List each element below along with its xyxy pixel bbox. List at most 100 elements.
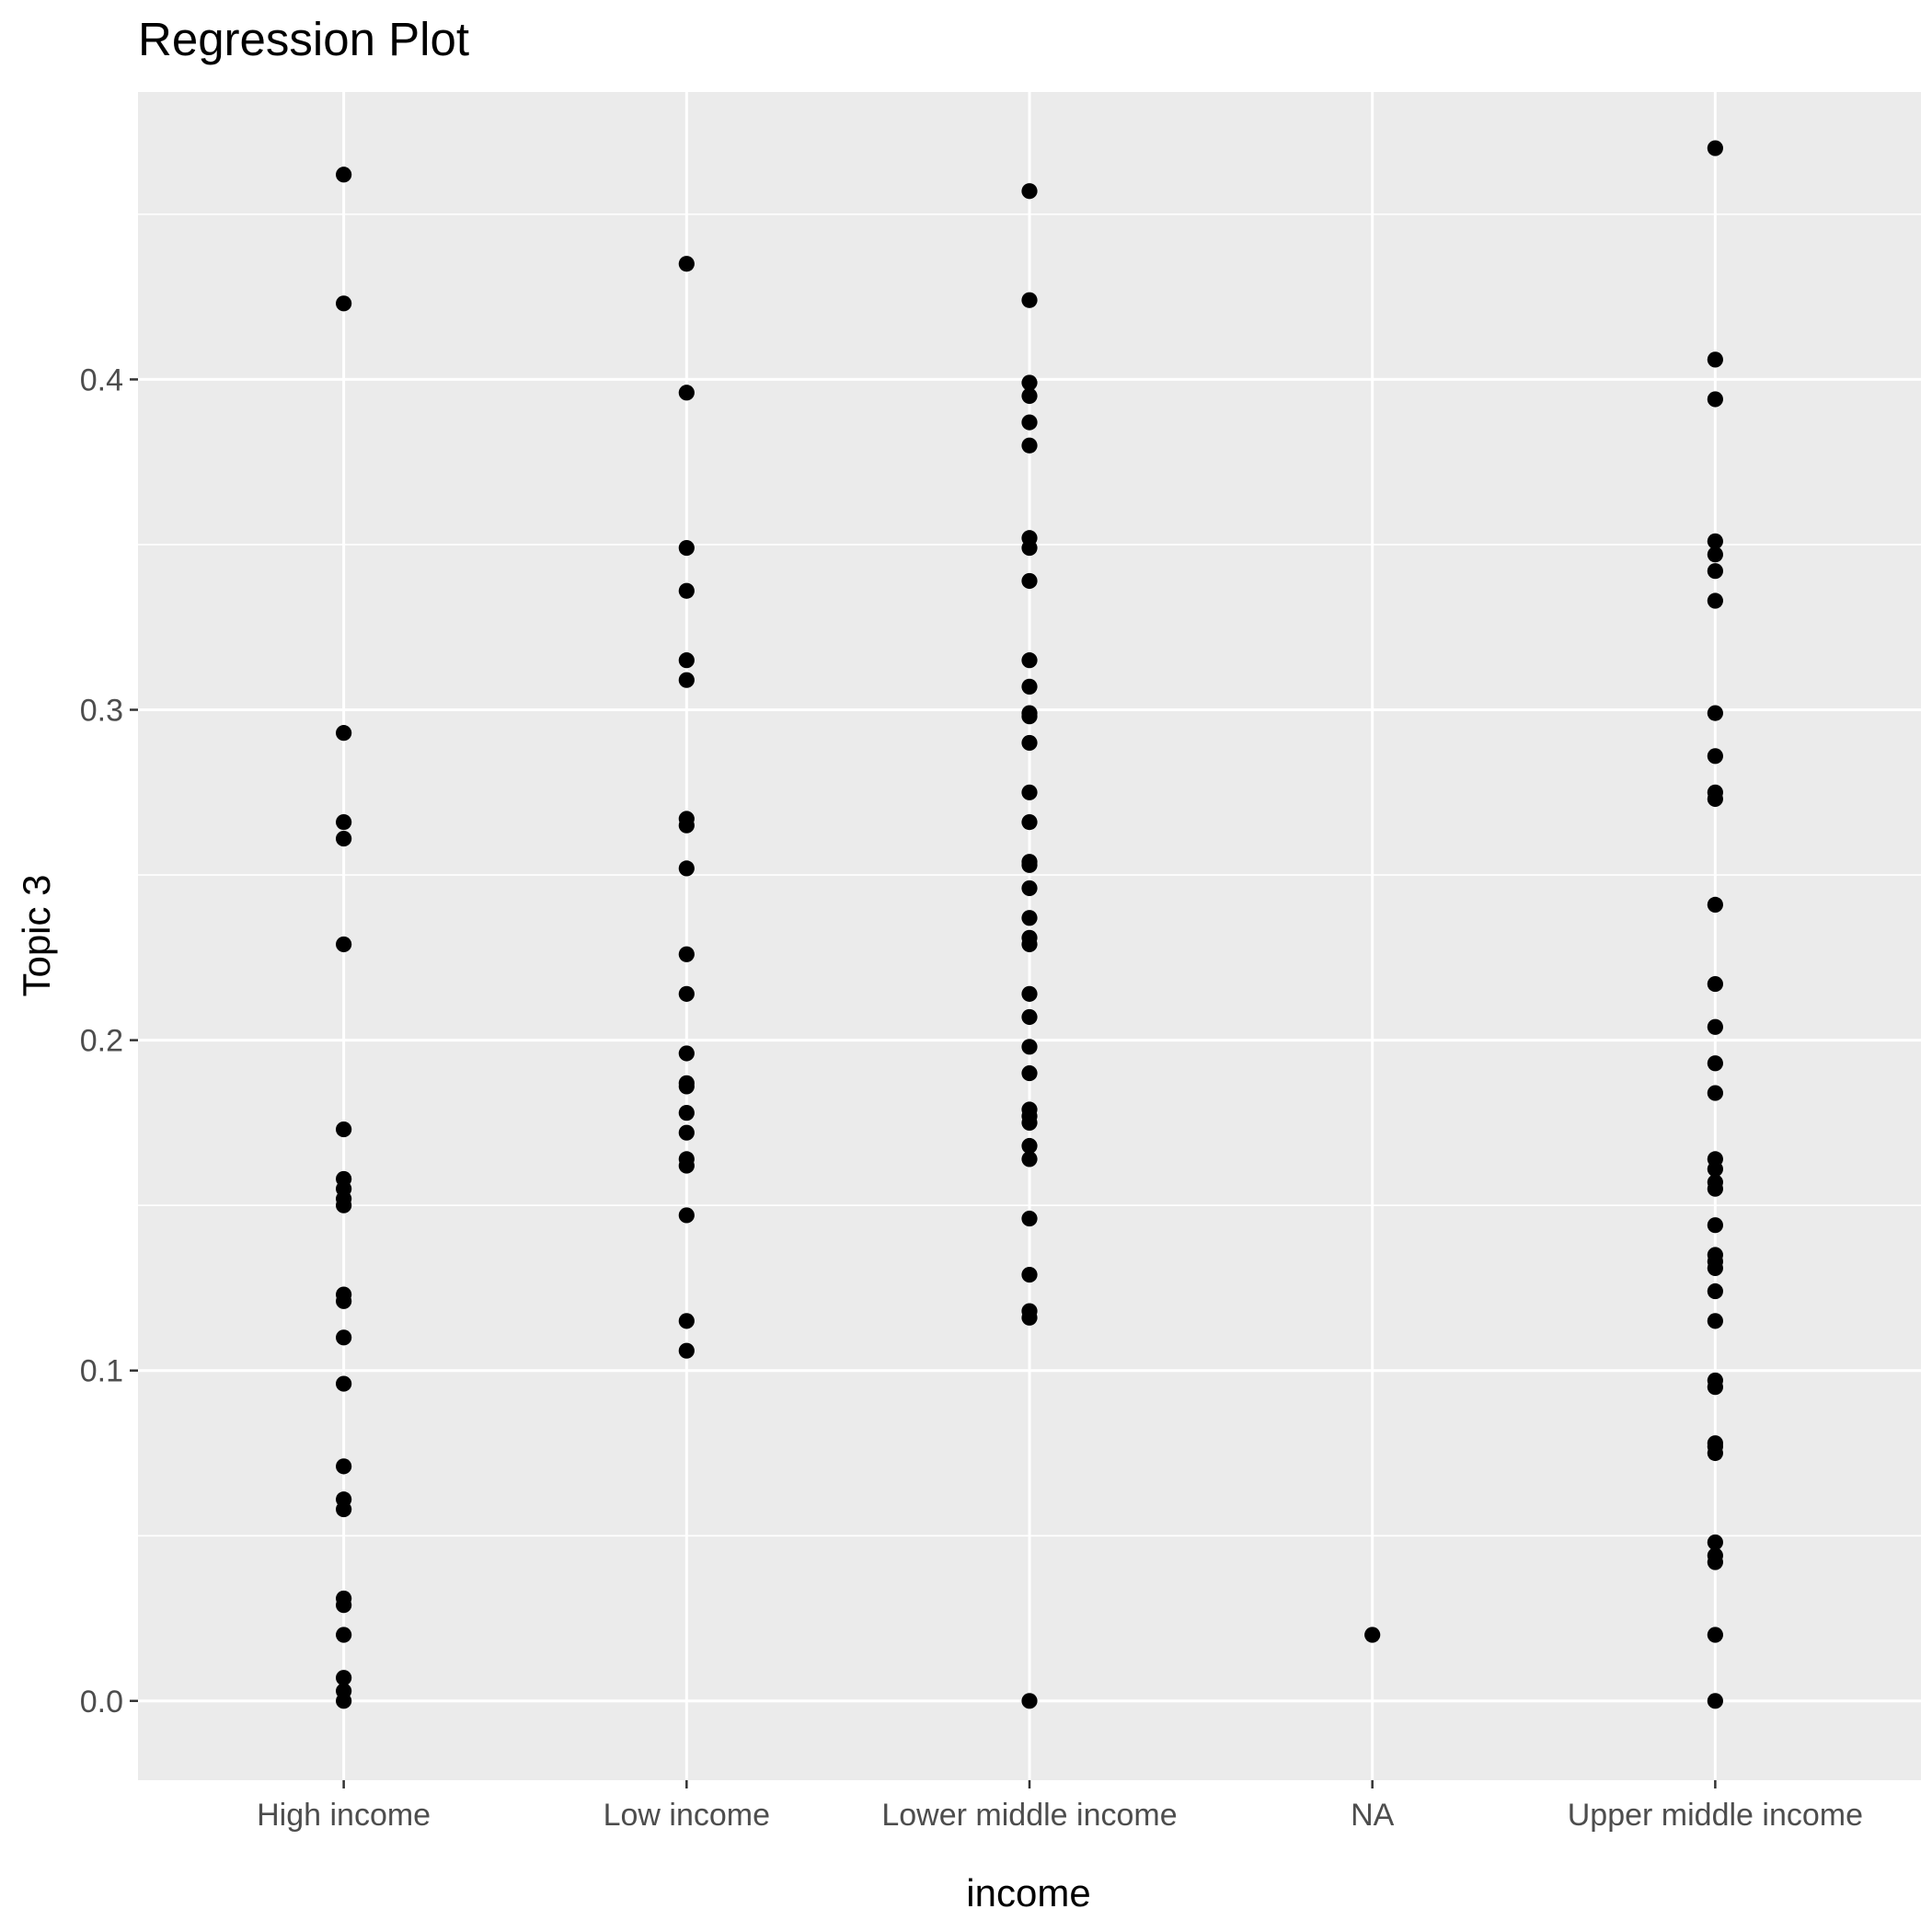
data-point bbox=[678, 985, 695, 1002]
data-point bbox=[1707, 1693, 1723, 1709]
data-point bbox=[1021, 414, 1038, 431]
data-point bbox=[336, 814, 352, 831]
y-tick-label: 0.1 bbox=[80, 1354, 123, 1389]
data-point bbox=[1707, 1444, 1723, 1462]
data-point bbox=[1707, 705, 1723, 721]
data-point bbox=[1707, 1055, 1723, 1072]
data-point bbox=[1021, 374, 1038, 391]
data-point bbox=[1707, 533, 1723, 549]
data-point bbox=[1707, 748, 1723, 765]
data-point bbox=[1707, 391, 1723, 408]
data-point bbox=[1021, 1039, 1038, 1055]
data-point bbox=[1021, 1693, 1038, 1709]
data-point bbox=[1707, 790, 1723, 808]
data-point bbox=[1707, 140, 1723, 156]
data-point bbox=[336, 1693, 352, 1709]
x-tick-label: Lower middle income bbox=[881, 1798, 1177, 1833]
data-point bbox=[1021, 437, 1038, 454]
data-point bbox=[336, 1597, 352, 1614]
data-point bbox=[1707, 1313, 1723, 1329]
chart-title: Regression Plot bbox=[138, 13, 469, 65]
x-tick-label: Upper middle income bbox=[1568, 1798, 1863, 1833]
x-axis: High income Low income Lower middle income… bbox=[257, 1780, 1863, 1833]
data-point bbox=[336, 1121, 352, 1138]
data-point bbox=[678, 817, 695, 834]
data-point bbox=[1021, 814, 1038, 831]
data-point bbox=[336, 1293, 352, 1309]
y-tick-label: 0.4 bbox=[80, 362, 123, 397]
data-point bbox=[1021, 1151, 1038, 1167]
data-point bbox=[336, 936, 352, 953]
data-point bbox=[1364, 1627, 1381, 1643]
y-axis: 0.0 0.1 0.2 0.3 0.4 bbox=[80, 362, 138, 1719]
x-tick-label: NA bbox=[1351, 1798, 1395, 1833]
data-point bbox=[1021, 1064, 1038, 1082]
data-point bbox=[1021, 1309, 1038, 1326]
data-point bbox=[1021, 857, 1038, 873]
data-point bbox=[1021, 1266, 1038, 1283]
data-point bbox=[678, 672, 695, 688]
data-point bbox=[678, 1124, 695, 1141]
data-point bbox=[678, 539, 695, 557]
data-point bbox=[1707, 563, 1723, 580]
data-point bbox=[1021, 910, 1038, 926]
data-point bbox=[1707, 1161, 1723, 1178]
data-point bbox=[1707, 1282, 1723, 1300]
data-point bbox=[678, 256, 695, 272]
y-axis-title: Topic 3 bbox=[15, 874, 58, 996]
data-point bbox=[678, 946, 695, 962]
data-point bbox=[1707, 1554, 1723, 1570]
data-point bbox=[1707, 351, 1723, 368]
data-point bbox=[678, 652, 695, 669]
data-point bbox=[1021, 708, 1038, 725]
x-tick-label: High income bbox=[257, 1798, 431, 1833]
data-point bbox=[1021, 652, 1038, 669]
data-point bbox=[678, 860, 695, 877]
data-point bbox=[336, 295, 352, 312]
data-point bbox=[1707, 546, 1723, 563]
data-point bbox=[1021, 1008, 1038, 1026]
data-point bbox=[1707, 1259, 1723, 1276]
data-point bbox=[336, 1197, 352, 1213]
data-point bbox=[678, 1045, 695, 1062]
data-point bbox=[1707, 1085, 1723, 1101]
data-point bbox=[336, 1670, 352, 1686]
data-points bbox=[336, 140, 1723, 1709]
data-point bbox=[1707, 592, 1723, 609]
data-point bbox=[678, 1313, 695, 1329]
data-point bbox=[336, 167, 352, 183]
data-point bbox=[678, 385, 695, 401]
data-point bbox=[1707, 1018, 1723, 1035]
y-tick-label: 0.0 bbox=[80, 1685, 123, 1719]
data-point bbox=[1021, 985, 1038, 1002]
data-point bbox=[336, 1458, 352, 1475]
data-point bbox=[1707, 975, 1723, 993]
data-point bbox=[1707, 896, 1723, 913]
data-point bbox=[1707, 1379, 1723, 1396]
data-point bbox=[678, 1157, 695, 1174]
data-point bbox=[1021, 1210, 1038, 1227]
data-point bbox=[678, 1207, 695, 1224]
data-point bbox=[336, 830, 352, 847]
data-point bbox=[1707, 1627, 1723, 1643]
data-point bbox=[1707, 1534, 1723, 1551]
data-point bbox=[1021, 678, 1038, 695]
data-point bbox=[678, 582, 695, 599]
data-point bbox=[336, 1627, 352, 1643]
data-point bbox=[336, 1501, 352, 1518]
data-point bbox=[336, 1329, 352, 1346]
x-tick-label: Low income bbox=[604, 1798, 770, 1833]
data-point bbox=[1707, 1180, 1723, 1197]
data-point bbox=[1021, 880, 1038, 897]
data-point bbox=[678, 1105, 695, 1121]
data-point bbox=[1021, 183, 1038, 200]
y-tick-label: 0.3 bbox=[80, 694, 123, 729]
data-point bbox=[678, 1342, 695, 1359]
data-point bbox=[1021, 734, 1038, 752]
data-point bbox=[678, 1078, 695, 1095]
data-point bbox=[1021, 784, 1038, 800]
data-point bbox=[1021, 572, 1038, 590]
data-point bbox=[1021, 1137, 1038, 1155]
data-point bbox=[1021, 1114, 1038, 1131]
